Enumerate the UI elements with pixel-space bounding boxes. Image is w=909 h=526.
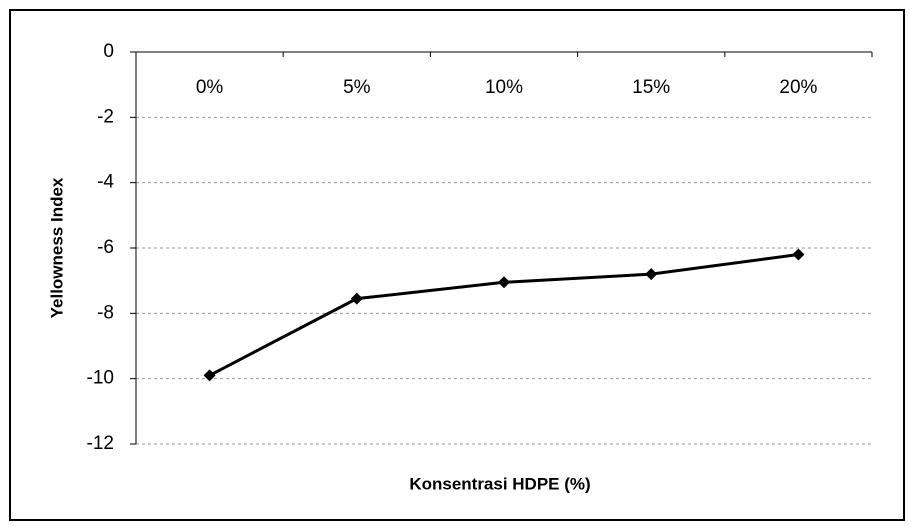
x-tick-label: 10% <box>485 77 523 98</box>
y-tick-label: -10 <box>87 368 114 389</box>
y-tick-label: -6 <box>97 237 114 258</box>
x-tick-label: 5% <box>343 77 371 98</box>
y-tick-label: -2 <box>97 106 114 127</box>
marker <box>792 248 805 261</box>
line <box>208 253 799 377</box>
x-tick-label: 20% <box>779 77 817 98</box>
y-tick-label: -4 <box>97 172 114 193</box>
x-tick-label: 0% <box>196 77 224 98</box>
y-axis-title: Yellowness Index <box>47 177 66 318</box>
marker <box>203 369 216 382</box>
frame <box>9 9 905 521</box>
y-tick-label: 0 <box>103 41 114 62</box>
y-tick-label: -8 <box>97 302 114 323</box>
marker <box>350 292 363 305</box>
y-tick-label: -12 <box>87 433 114 454</box>
marker <box>498 276 510 289</box>
marker <box>645 268 658 281</box>
x-axis-title: Konsentrasi HDPE (%) <box>409 474 590 493</box>
x-tick-label: 15% <box>632 77 670 98</box>
